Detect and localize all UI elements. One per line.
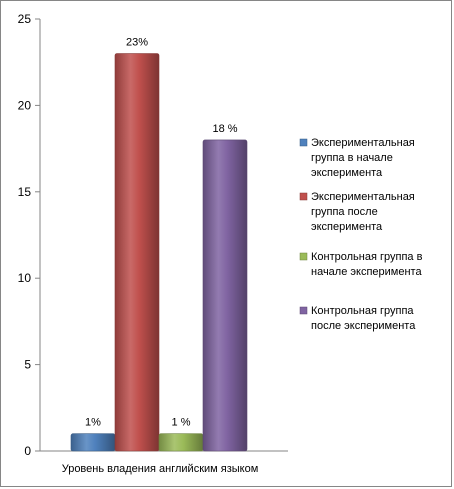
y-tick-label: 25 xyxy=(18,12,32,26)
y-tick-label: 10 xyxy=(18,271,32,285)
legend-label-line: начале эксперимента xyxy=(311,266,422,278)
data-label-series-3: 1 % xyxy=(172,417,191,429)
y-tick-label: 5 xyxy=(24,358,31,372)
bar-series-2 xyxy=(114,53,160,452)
legend-label-line: эксперимента xyxy=(311,167,383,179)
y-tick-label: 20 xyxy=(18,98,32,112)
legend-label-line: после эксперимента xyxy=(311,320,416,332)
bar-series-4 xyxy=(202,139,248,452)
legend-label-line: Контрольная группа xyxy=(311,305,414,317)
y-tick-label: 0 xyxy=(24,444,31,458)
x-category-label: Уровень владения английским языком xyxy=(62,463,259,475)
legend-label-line: Экспериментальная xyxy=(311,191,415,203)
legend-swatch-1 xyxy=(299,138,308,147)
legend-label-line: эксперимента xyxy=(311,221,383,233)
data-label-series-1: 1% xyxy=(85,417,101,429)
legend-label-line: Контрольная группа в xyxy=(311,251,423,263)
legend-label-line: Экспериментальная xyxy=(311,137,415,149)
legend-swatch-2 xyxy=(299,192,308,201)
legend-label-line: группа в начале xyxy=(311,152,393,164)
y-tick-label: 15 xyxy=(18,185,32,199)
data-label-series-2: 23% xyxy=(126,37,148,49)
legend-swatch-3 xyxy=(299,252,308,261)
data-label-series-4: 18 % xyxy=(212,123,237,135)
bar-series-3 xyxy=(158,433,204,452)
bar-series-1 xyxy=(70,433,116,452)
legend-swatch-4 xyxy=(299,306,308,315)
legend-label-line: группа после xyxy=(311,206,378,218)
